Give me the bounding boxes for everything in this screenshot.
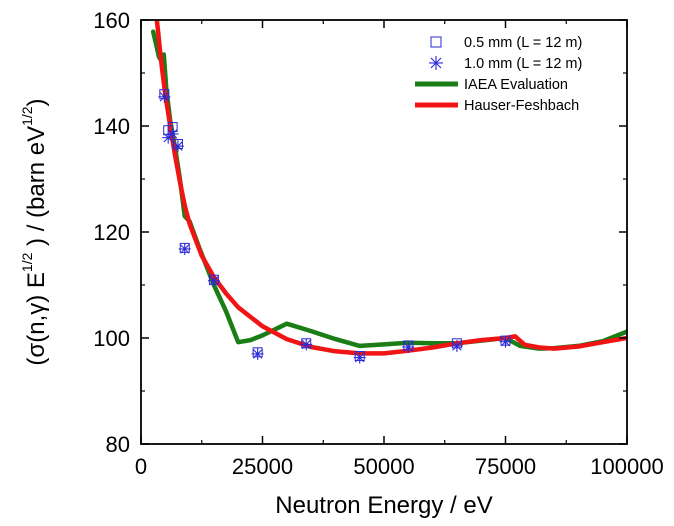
asterisk-marker — [166, 127, 179, 140]
y-tick-label: 140 — [93, 114, 130, 139]
legend-asterisk-glyph — [429, 56, 443, 70]
legend-entry-3: Hauser-Feshbach — [415, 98, 579, 114]
legend-label-hauser: Hauser-Feshbach — [464, 98, 579, 114]
x-tick-label: 50000 — [353, 454, 414, 479]
asterisk-stroke — [173, 141, 183, 151]
legend-label-1p0mm: 1.0 mm (L = 12 m) — [464, 56, 582, 72]
asterisk-stroke — [354, 352, 365, 363]
asterisk-stroke — [167, 129, 178, 139]
legend-asterisk-marker-icon — [429, 56, 443, 70]
y-tick-label: 120 — [93, 220, 130, 245]
asterisk-stroke — [430, 57, 442, 69]
asterisk-marker — [251, 347, 264, 360]
legend: 0.5 mm (L = 12 m) 1.0 mm (L = 12 m) IAEA… — [415, 35, 582, 114]
legend-label-iaea: IAEA Evaluation — [464, 77, 568, 93]
asterisk-stroke — [500, 337, 511, 347]
asterisk-stroke — [209, 276, 219, 286]
asterisk-stroke — [159, 92, 170, 102]
asterisk-marker — [207, 274, 220, 287]
legend-entry-1: 1.0 mm (L = 12 m) — [429, 56, 582, 72]
y-tick-label: 160 — [93, 8, 130, 33]
asterisk-stroke — [403, 342, 414, 352]
asterisk-marker — [450, 339, 463, 352]
asterisk-marker — [178, 242, 191, 255]
asterisk-marker — [499, 335, 512, 348]
x-tick-label: 25000 — [232, 454, 293, 479]
legend-label-0p5mm: 0.5 mm (L = 12 m) — [464, 35, 582, 51]
asterisk-stroke — [252, 349, 263, 359]
legend-entry-0: 0.5 mm (L = 12 m) — [430, 35, 582, 51]
hauser-feshbach-line — [154, 20, 627, 356]
x-tick-label: 100000 — [590, 454, 663, 479]
asterisk-marker — [353, 351, 366, 364]
asterisk-marker — [158, 90, 171, 103]
y-axis-title: (σ(n,γ) E1/2 ) / (barn eV1/2) — [19, 98, 50, 365]
x-tick-label: 75000 — [475, 454, 536, 479]
asterisk-stroke — [180, 244, 190, 254]
y-tick-label: 80 — [106, 432, 130, 457]
y-tick-label: 100 — [93, 326, 130, 351]
legend-entry-2: IAEA Evaluation — [415, 77, 568, 93]
asterisk-marker — [300, 338, 313, 351]
asterisk-marker — [402, 341, 415, 354]
x-tick-label: 0 — [135, 454, 147, 479]
x-axis-title: Neutron Energy / eV — [275, 492, 492, 519]
asterisk-stroke — [452, 341, 462, 351]
legend-square-marker-icon — [430, 36, 442, 48]
asterisk-marker — [171, 140, 184, 153]
asterisk-stroke — [301, 339, 311, 350]
